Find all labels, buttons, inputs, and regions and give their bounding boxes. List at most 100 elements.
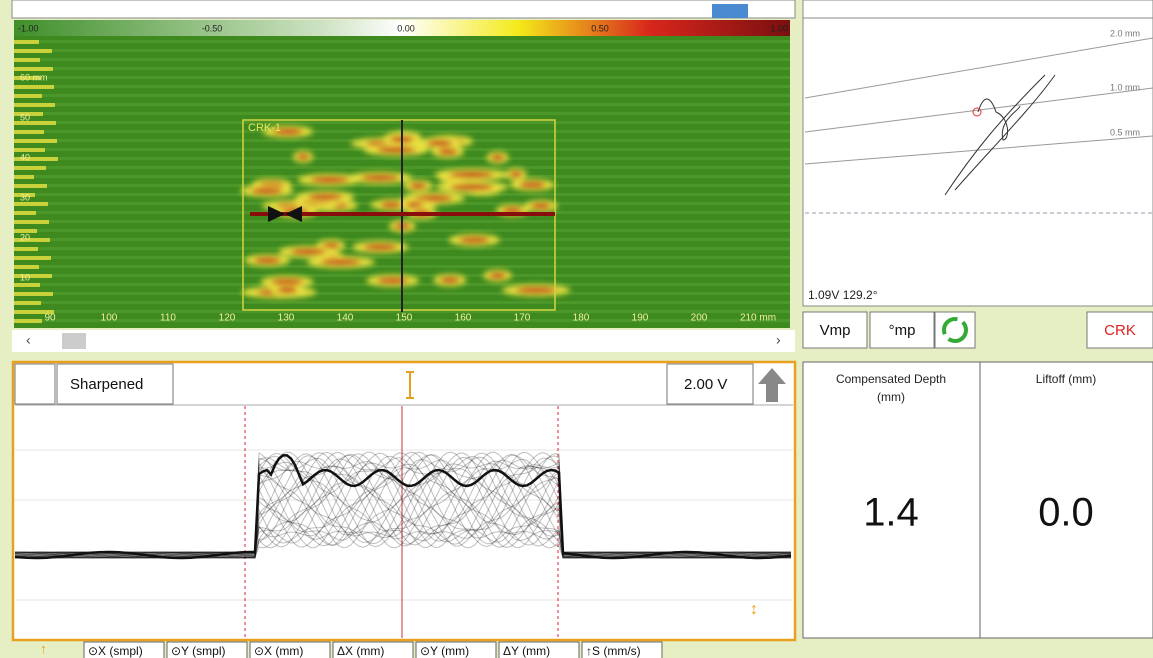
signal-core — [410, 183, 427, 189]
edge-glint — [14, 202, 48, 206]
edge-glint — [14, 85, 54, 89]
signal-core — [254, 257, 281, 263]
x-label: 180 — [573, 313, 590, 324]
x-label: 210 mm — [740, 313, 776, 324]
signal-core — [277, 287, 297, 293]
signal-core — [438, 149, 458, 155]
y-label: 10 — [20, 272, 30, 282]
signal-core — [291, 249, 326, 255]
colorbar-tick: 0.50 — [591, 23, 609, 33]
signal-core — [531, 203, 551, 209]
stripe — [14, 58, 790, 61]
edge-glint — [14, 130, 44, 134]
x-label: 160 — [455, 313, 472, 324]
curve-label: 1.0 mm — [1110, 82, 1140, 92]
signal-core — [361, 175, 399, 181]
status-label: ⊙X (smpl) — [88, 644, 143, 658]
scroll-thumb[interactable] — [62, 333, 86, 349]
signal-core — [381, 202, 402, 208]
edge-glint — [14, 94, 42, 98]
signal-core — [440, 277, 460, 283]
edge-glint — [14, 211, 36, 215]
signal-core — [459, 237, 490, 243]
status-label: ⊙Y (smpl) — [171, 644, 226, 658]
readout: 1.09V 129.2° — [808, 288, 878, 302]
stripe — [14, 103, 790, 106]
signal-core — [427, 140, 453, 146]
tool-icon[interactable] — [400, 368, 436, 400]
signal-core — [308, 194, 343, 200]
curve-label: 2.0 mm — [1110, 28, 1140, 38]
y-label: 40 — [20, 152, 30, 162]
reading-value: 0.0 — [1038, 491, 1094, 535]
y-label: 30 — [20, 192, 30, 202]
edge-glint — [14, 184, 47, 188]
edge-glint — [14, 283, 40, 287]
edge-glint — [14, 256, 51, 260]
signal-core — [491, 155, 504, 161]
status-label: ΔY (mm) — [503, 644, 550, 658]
edge-glint — [14, 247, 38, 251]
scroll-right[interactable]: › — [776, 332, 781, 348]
button-label: °mp — [889, 322, 916, 339]
edge-glint — [14, 175, 34, 179]
signal-core — [449, 172, 493, 178]
readings-panel — [803, 362, 1153, 638]
reading-value: 1.4 — [863, 491, 919, 535]
stripe — [14, 40, 790, 43]
edge-glint — [14, 139, 57, 143]
scale-label: 2.00 V — [684, 376, 727, 393]
edge-glint — [14, 103, 55, 107]
edge-glint — [14, 40, 39, 44]
curve-label: 0.5 mm — [1110, 127, 1140, 137]
edge-glint — [14, 301, 41, 305]
y-label: 60 mm — [20, 72, 48, 82]
pan-icon: ↕ — [750, 601, 758, 618]
colorbar-tick: 1.00 — [770, 23, 788, 33]
impedance-panel — [803, 18, 1153, 306]
signal-core — [510, 171, 523, 177]
toolbar-button[interactable] — [712, 4, 748, 18]
x-label: 140 — [337, 313, 354, 324]
scroll-left[interactable]: ‹ — [26, 332, 31, 348]
x-label: 170 — [514, 313, 531, 324]
x-label: 190 — [632, 313, 649, 324]
signal-core — [489, 273, 506, 279]
signal-core — [377, 278, 409, 284]
instrument-screen: -1.00 -0.50 0.00 0.50 1.00 CRK-1 60 mm 50 40 30… — [0, 0, 1153, 658]
signal-core — [364, 244, 398, 250]
scrollbar[interactable] — [12, 330, 795, 352]
colorbar-tick: -0.50 — [202, 23, 223, 33]
button-label: CRK — [1104, 322, 1136, 339]
status-label: ⊙Y (mm) — [420, 644, 469, 658]
page: -1.00 -0.50 0.00 0.50 1.00 CRK-1 60 mm 50 40 30… — [0, 0, 1153, 658]
x-label: 120 — [219, 313, 236, 324]
stripe — [14, 49, 790, 52]
edge-glint — [14, 58, 40, 62]
status-label: ⊙X (mm) — [254, 644, 303, 658]
status-label: ΔX (mm) — [337, 644, 384, 658]
signal-core — [310, 177, 349, 183]
status-arrow: ↑ — [40, 641, 47, 657]
signal-core — [271, 279, 303, 285]
edge-glint — [14, 67, 53, 71]
colorbar-tick: -1.00 — [18, 23, 39, 33]
signal-core — [450, 184, 493, 190]
y-label: 20 — [20, 232, 30, 242]
dropdown[interactable] — [15, 364, 55, 404]
mode-label: Sharpened — [70, 376, 143, 393]
colorbar-tick: 0.00 — [397, 23, 415, 33]
toolbar — [12, 0, 795, 18]
indication-label: CRK-1 — [248, 122, 281, 134]
y-label: 50 — [20, 112, 30, 122]
x-label: 110 — [160, 313, 176, 324]
edge-glint — [14, 319, 42, 323]
signal-core — [377, 147, 416, 153]
edge-glint — [14, 265, 39, 269]
button-label: Vmp — [820, 322, 851, 339]
signal-core — [297, 154, 309, 160]
stripe — [14, 112, 790, 115]
x-label: 100 — [101, 313, 118, 324]
edge-glint — [14, 292, 53, 296]
toolbar — [803, 0, 1153, 18]
